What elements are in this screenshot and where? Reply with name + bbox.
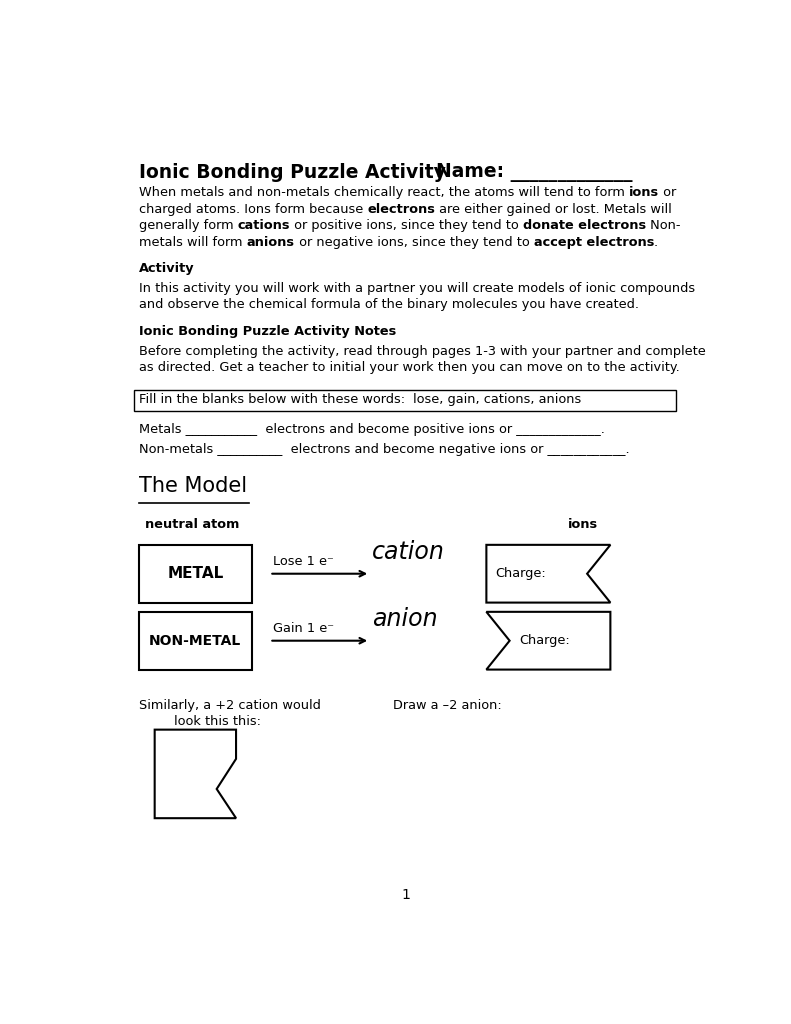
Text: The Model: The Model [139, 475, 248, 496]
Text: Ionic Bonding Puzzle Activity: Ionic Bonding Puzzle Activity [139, 163, 446, 182]
Text: 1: 1 [401, 888, 410, 902]
Text: Non-metals __________  electrons and become negative ions or ____________.: Non-metals __________ electrons and beco… [139, 443, 630, 457]
Text: .: . [654, 236, 658, 249]
Text: or negative ions, since they tend to: or negative ions, since they tend to [295, 236, 534, 249]
Text: Activity: Activity [139, 262, 195, 274]
Bar [139, 545, 252, 602]
Text: METAL: METAL [167, 566, 224, 582]
Text: Before completing the activity, read through pages 1-3 with your partner and com: Before completing the activity, read thr… [139, 345, 706, 357]
Text: neutral atom: neutral atom [145, 518, 239, 530]
Text: or: or [660, 186, 676, 199]
Text: Ionic Bonding Puzzle Activity Notes: Ionic Bonding Puzzle Activity Notes [139, 325, 396, 338]
Text: NON-METAL: NON-METAL [149, 634, 241, 648]
Text: Charge:: Charge: [519, 634, 570, 647]
Text: When metals and non-metals chemically react, the atoms will tend to form: When metals and non-metals chemically re… [139, 186, 629, 199]
Bar [134, 390, 676, 412]
Bar [139, 611, 252, 670]
Text: charged atoms. Ions form because: charged atoms. Ions form because [139, 203, 368, 216]
Text: lose, gain, cations, anions: lose, gain, cations, anions [413, 393, 581, 406]
Text: Name: _____________: Name: _____________ [436, 163, 633, 182]
Text: donate electrons: donate electrons [524, 219, 646, 232]
Text: Draw a –2 anion:: Draw a –2 anion: [393, 698, 502, 712]
Text: generally form: generally form [139, 219, 238, 232]
Text: or positive ions, since they tend to: or positive ions, since they tend to [290, 219, 524, 232]
Text: accept electrons: accept electrons [534, 236, 654, 249]
Text: cation: cation [372, 541, 445, 564]
Text: In this activity you will work with a partner you will create models of ionic co: In this activity you will work with a pa… [139, 282, 695, 295]
Text: Metals ___________  electrons and become positive ions or _____________.: Metals ___________ electrons and become … [139, 423, 605, 436]
Text: as directed. Get a teacher to initial your work then you can move on to the acti: as directed. Get a teacher to initial yo… [139, 361, 680, 374]
Text: ions: ions [629, 186, 660, 199]
Text: anion: anion [372, 607, 437, 632]
Text: anions: anions [247, 236, 295, 249]
Text: ions: ions [568, 518, 598, 530]
Text: Lose 1 e⁻: Lose 1 e⁻ [273, 555, 334, 567]
Text: metals will form: metals will form [139, 236, 247, 249]
Text: Fill in the blanks below with these words:: Fill in the blanks below with these word… [139, 393, 405, 406]
Text: electrons: electrons [368, 203, 435, 216]
Text: Charge:: Charge: [496, 567, 547, 581]
Text: Gain 1 e⁻: Gain 1 e⁻ [273, 622, 335, 635]
Text: and observe the chemical formula of the binary molecules you have created.: and observe the chemical formula of the … [139, 298, 639, 311]
Text: Non-: Non- [646, 219, 681, 232]
Text: are either gained or lost. Metals will: are either gained or lost. Metals will [435, 203, 672, 216]
Text: cations: cations [238, 219, 290, 232]
Text: look this this:: look this this: [174, 716, 261, 728]
Text: Similarly, a +2 cation would: Similarly, a +2 cation would [139, 698, 321, 712]
